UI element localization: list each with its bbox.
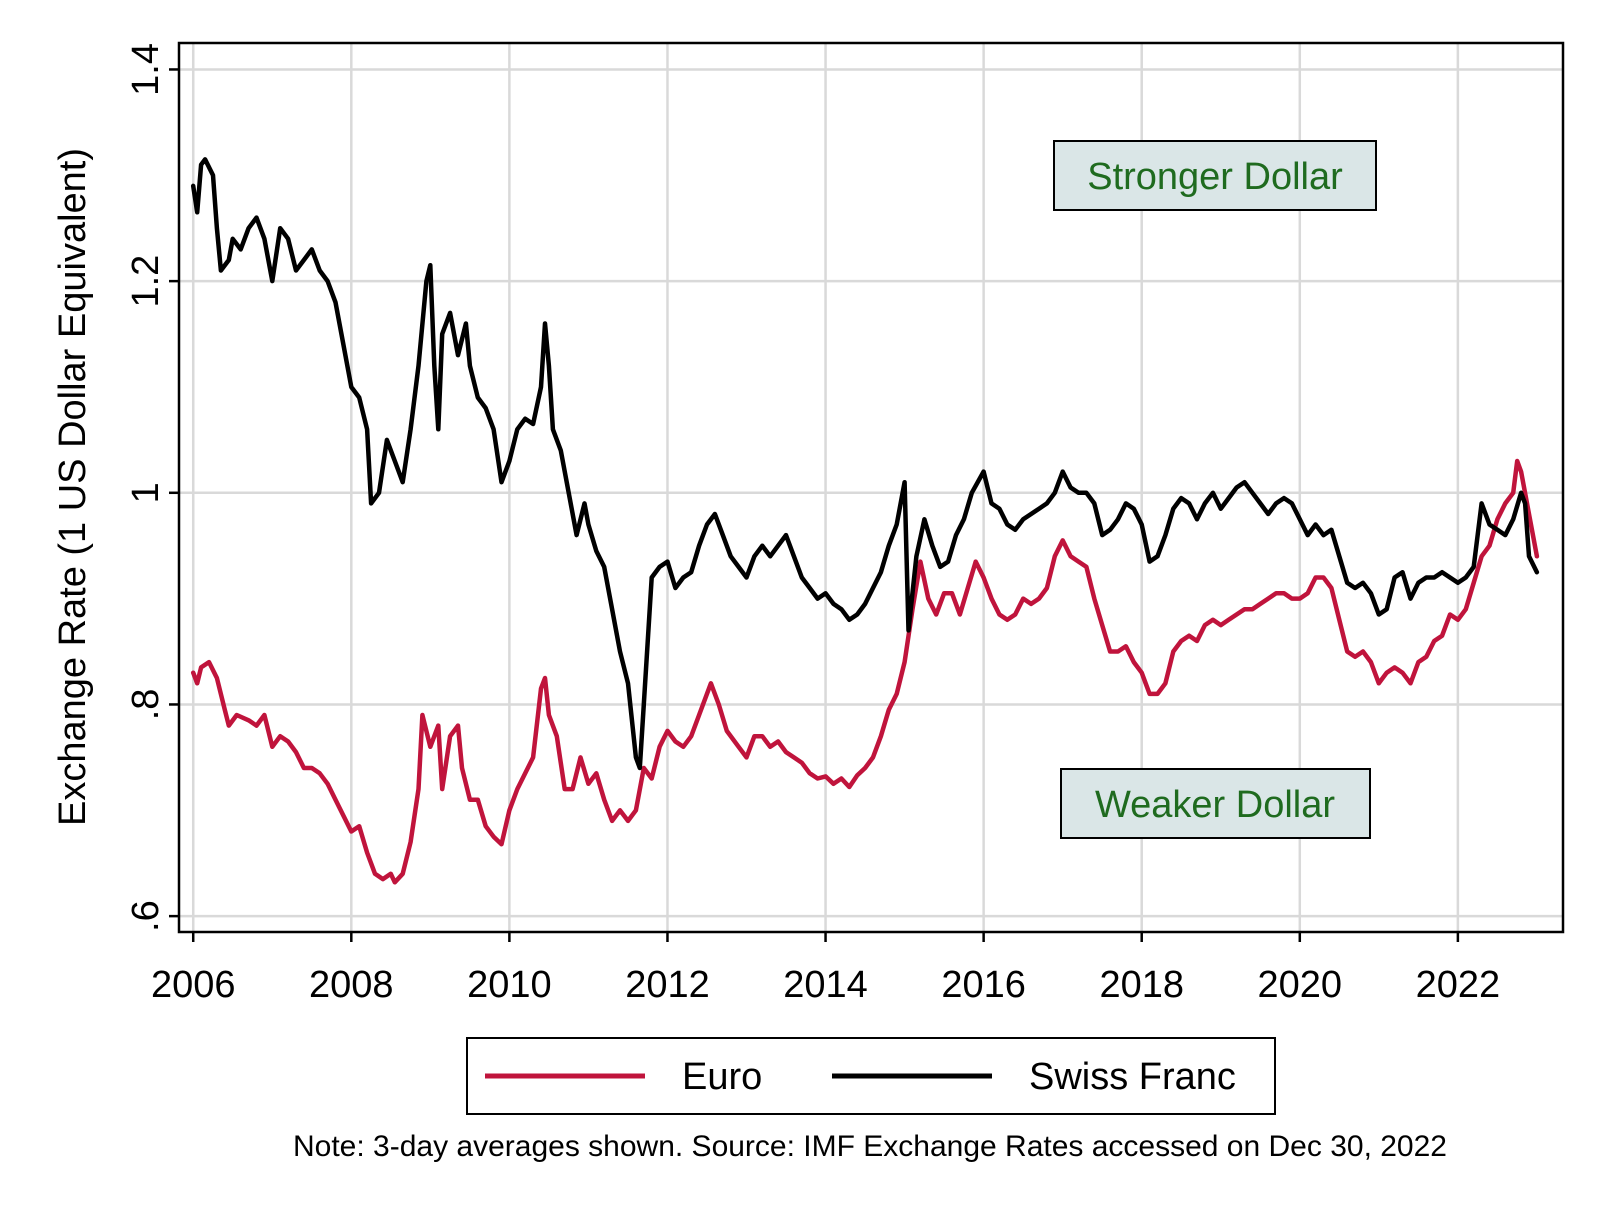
y-tick-label-p8: .8	[125, 689, 167, 721]
x-tick-label-2006: 2006	[151, 964, 236, 1006]
series-layer	[190, 157, 1540, 885]
series-line-swiss-franc	[190, 157, 1540, 771]
y-tick-label-1p2: 1.2	[125, 255, 167, 308]
annotation-layer: Stronger Dollar Weaker Dollar	[1053, 140, 1377, 839]
stronger-dollar-box	[1053, 140, 1377, 211]
x-tick-label-2014: 2014	[783, 964, 868, 1006]
plot-frame	[177, 41, 1565, 934]
legend-label-swiss-franc: Swiss Franc	[1029, 1056, 1236, 1098]
legend-label-euro: Euro	[682, 1056, 762, 1098]
legend: Euro Swiss Franc	[466, 1037, 1276, 1115]
series-line-euro	[190, 458, 1540, 885]
stronger-dollar-label: Stronger Dollar	[1087, 156, 1343, 198]
y-tick-label-1p4: 1.4	[125, 43, 167, 96]
y-axis-title: Exchange Rate (1 US Dollar Equivalent)	[52, 148, 94, 826]
x-tick-label-2008: 2008	[309, 964, 394, 1006]
x-tick-label-2022: 2022	[1416, 964, 1501, 1006]
y-tick-label-p6: .6	[125, 900, 167, 932]
weaker-dollar-label: Weaker Dollar	[1095, 784, 1335, 826]
x-tick-label-2016: 2016	[941, 964, 1026, 1006]
source-note: Note: 3-day averages shown. Source: IMF …	[293, 1130, 1447, 1163]
x-tick-label-2012: 2012	[625, 964, 710, 1006]
x-tick-label-2020: 2020	[1258, 964, 1343, 1006]
x-tick-label-2010: 2010	[467, 964, 552, 1006]
y-tick-label-1: 1	[125, 482, 167, 503]
axis-layer: 2006 2008 2010 2012 2014 2016 2018 2020 2022 .6 .8…	[125, 43, 1500, 1006]
weaker-dollar-box	[1060, 768, 1371, 839]
x-tick-label-2018: 2018	[1099, 964, 1184, 1006]
